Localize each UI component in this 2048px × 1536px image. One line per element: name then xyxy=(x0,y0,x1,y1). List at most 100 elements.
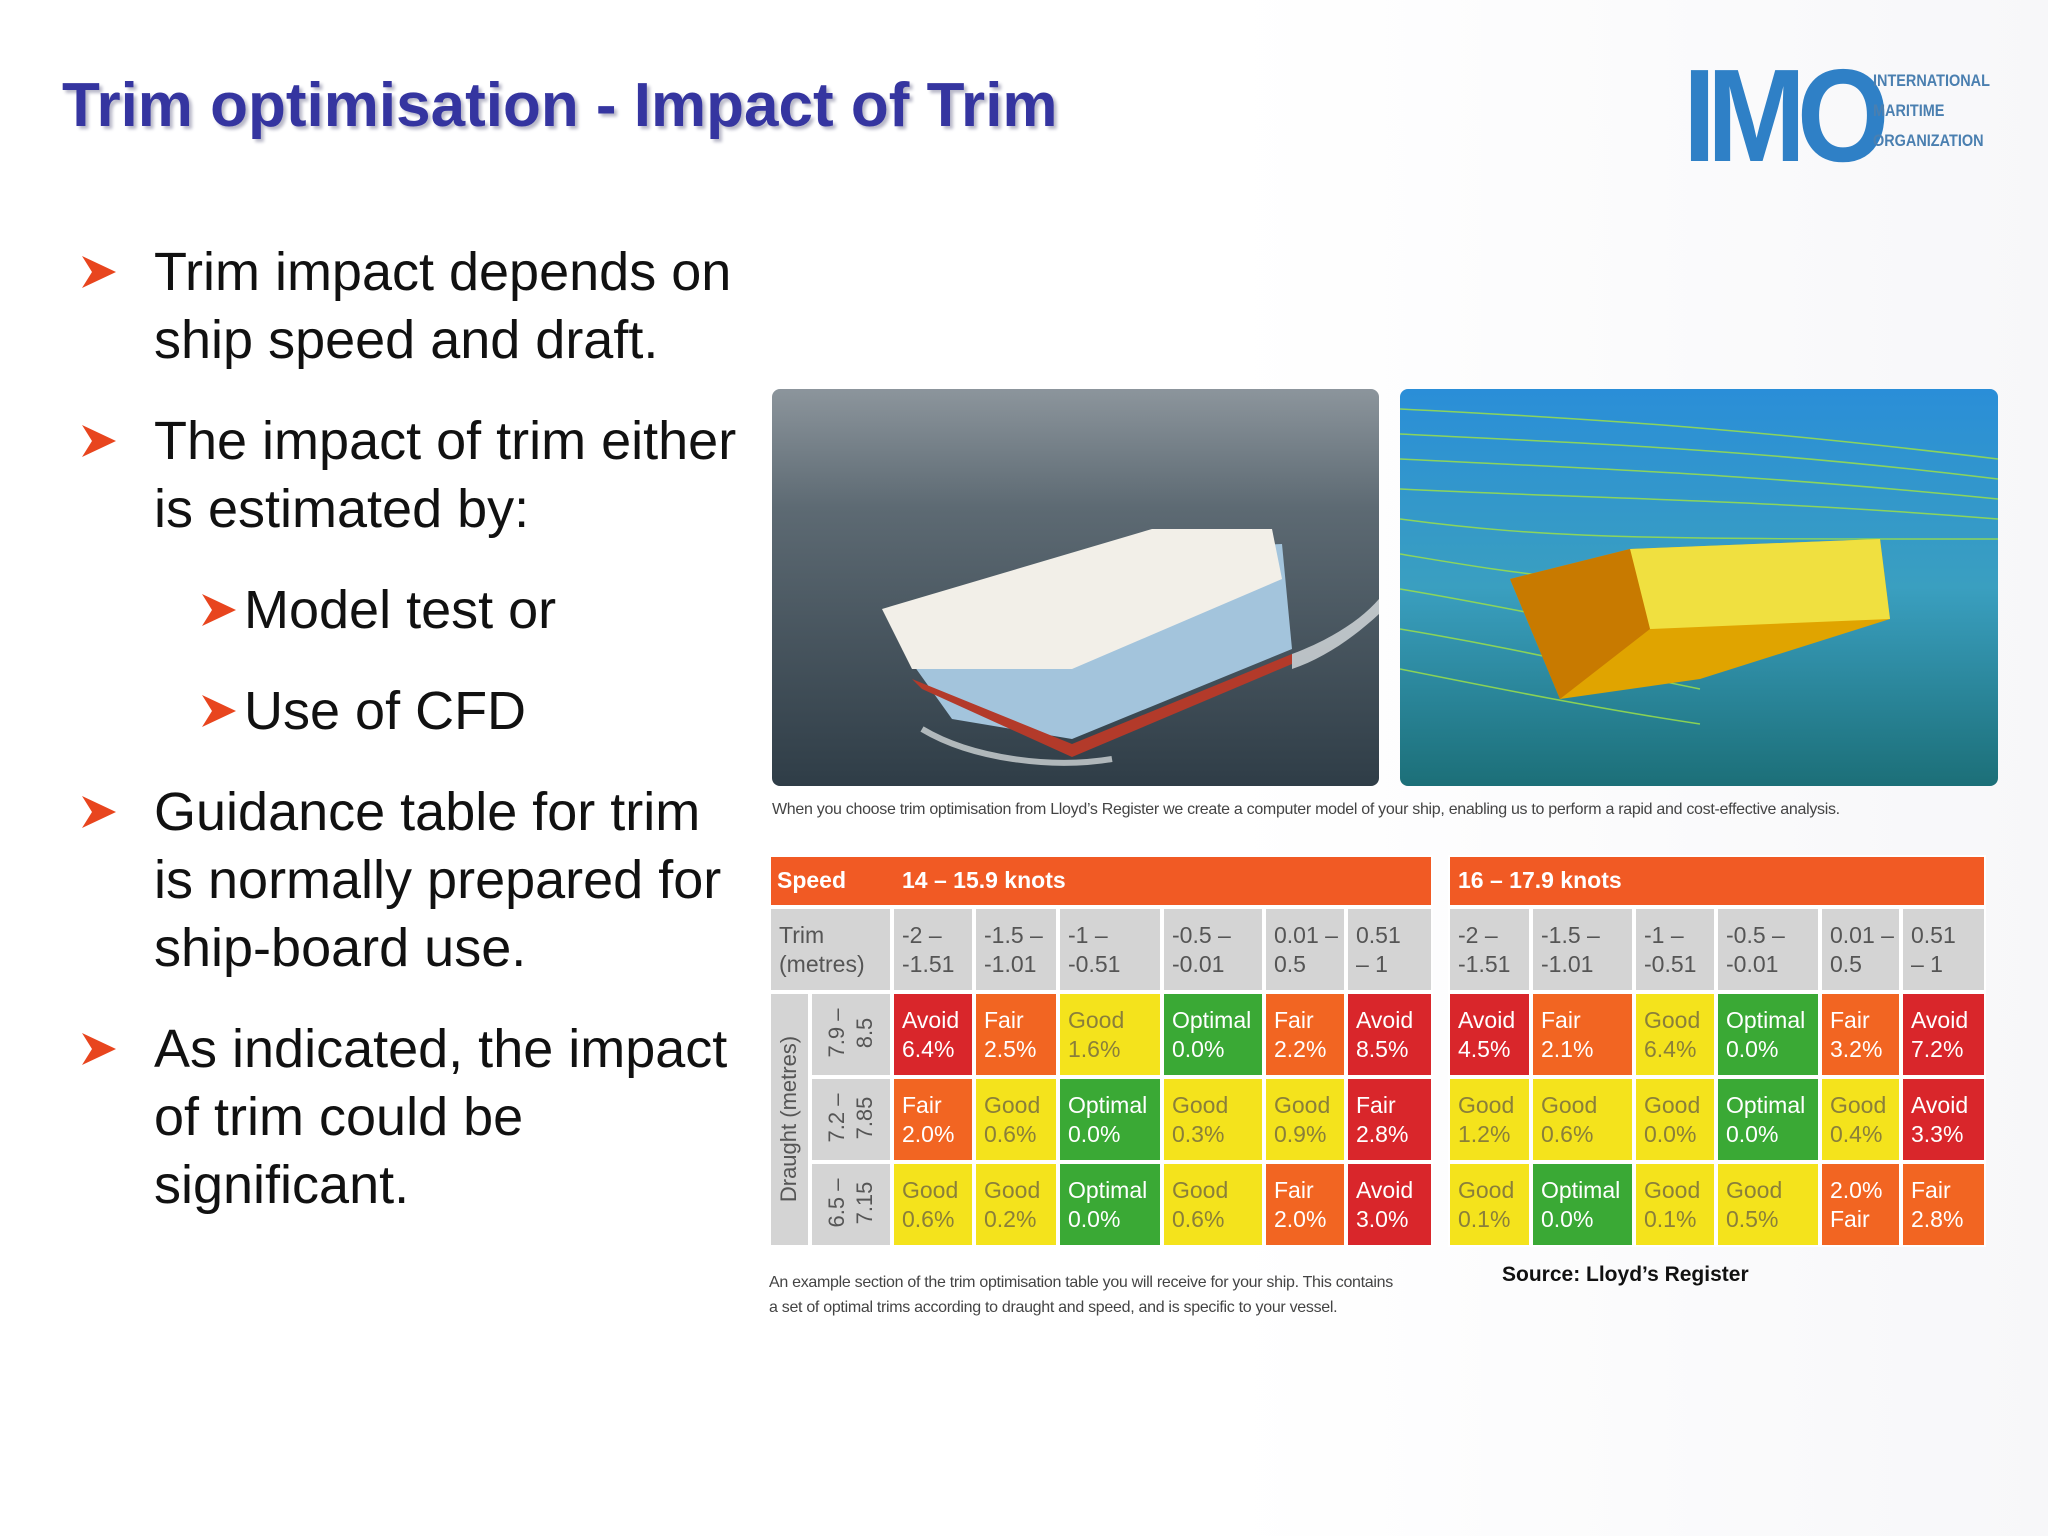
rating-text: 8.5% xyxy=(1356,1036,1409,1062)
trim-range: – 1 xyxy=(1356,951,1388,977)
rating-text: Good xyxy=(1172,1177,1229,1203)
rating-text: Avoid xyxy=(1911,1007,1969,1033)
rating-text: 2.0% xyxy=(1274,1206,1327,1232)
rating-text: 2.0% xyxy=(902,1121,955,1147)
rating-cell: Avoid 3.0% xyxy=(1346,1162,1433,1247)
rating-text: 0.0% xyxy=(1541,1206,1594,1232)
rating-cell: Good 0.6% xyxy=(974,1077,1058,1162)
rating-text: Good xyxy=(902,1177,959,1203)
trim-cell: -2 – -1.51 xyxy=(1448,907,1531,992)
trim-range: 0.01 – xyxy=(1830,922,1894,948)
rating-text: Good xyxy=(984,1092,1041,1118)
bullet: Guidance table for trim is normally prep… xyxy=(82,778,744,982)
rating-text: 0.6% xyxy=(984,1121,1037,1147)
trim-range: 0.5 xyxy=(1274,951,1306,977)
rating-text: 3.3% xyxy=(1911,1121,1964,1147)
trim-range: -0.51 xyxy=(1644,951,1697,977)
rating-text: 2.5% xyxy=(984,1036,1037,1062)
trim-cell: -0.5 – -0.01 xyxy=(1716,907,1820,992)
cfd-image xyxy=(1400,389,1998,786)
trim-label: Trim xyxy=(779,922,825,948)
trim-range: -1.5 – xyxy=(1541,922,1600,948)
rating-text: Fair xyxy=(1356,1092,1396,1118)
trim-range: -1.01 xyxy=(1541,951,1594,977)
trim-range: -1.5 – xyxy=(984,922,1043,948)
logo-letters: IMO xyxy=(1683,42,1889,189)
draught-value: 7.15 xyxy=(852,1181,877,1224)
rating-text: 0.6% xyxy=(1541,1121,1594,1147)
rating-cell: Good 0.9% xyxy=(1264,1077,1346,1162)
rating-text: Avoid xyxy=(1911,1092,1969,1118)
bullet-arrow xyxy=(82,1033,116,1065)
rating-text: 0.1% xyxy=(1644,1206,1697,1232)
rating-cell: Fair 2.1% xyxy=(1531,992,1634,1077)
trim-cell: 0.01 – 0.5 xyxy=(1820,907,1901,992)
trim-range: -0.01 xyxy=(1726,951,1779,977)
trim-cell: -0.5 – -0.01 xyxy=(1162,907,1264,992)
rating-cell: Good 0.4% xyxy=(1820,1077,1901,1162)
rating-text: 2.8% xyxy=(1911,1206,1964,1232)
logo-line: MARITIME xyxy=(1873,101,1945,120)
rating-cell: Avoid 3.3% xyxy=(1901,1077,1986,1162)
caption-line: a set of optimal trims according to drau… xyxy=(769,1299,1338,1316)
rating-cell: Good 0.5% xyxy=(1716,1162,1820,1247)
rating-cell: Optimal 0.0% xyxy=(1058,1162,1162,1247)
trim-range: -0.01 xyxy=(1172,951,1225,977)
bullet-arrow xyxy=(202,594,236,626)
rating-text: 0.6% xyxy=(1172,1206,1225,1232)
rating-cell: Good 0.1% xyxy=(1634,1162,1716,1247)
bullet-text: As indicated, the impact of trim could b… xyxy=(154,1019,728,1215)
rating-text: 7.2% xyxy=(1911,1036,1964,1062)
rating-cell: Avoid 7.2% xyxy=(1901,992,1986,1077)
rating-text: Fair xyxy=(1541,1007,1581,1033)
sub-bullet: Use of CFD xyxy=(154,677,744,745)
sub-bullet-text: Use of CFD xyxy=(244,681,527,741)
rating-text: 0.2% xyxy=(984,1206,1037,1232)
rating-text: 0.0% xyxy=(1172,1036,1225,1062)
rating-cell: Fair 2.0% xyxy=(892,1077,974,1162)
trim-range: -0.51 xyxy=(1068,951,1121,977)
rating-text: 1.2% xyxy=(1458,1121,1511,1147)
rating-text: Fair xyxy=(1274,1177,1314,1203)
bullet-arrow xyxy=(82,256,116,288)
rating-text: Good xyxy=(1458,1177,1515,1203)
trim-range: – 1 xyxy=(1911,951,1943,977)
figure-caption: When you choose trim optimisation from L… xyxy=(772,801,1840,818)
rating-text: Fair xyxy=(984,1007,1024,1033)
rating-cell: Fair 2.2% xyxy=(1264,992,1346,1077)
rating-cell: Avoid 4.5% xyxy=(1448,992,1531,1077)
logo: IMO INTERNATIONAL MARITIME ORGANIZATION xyxy=(1683,42,1993,189)
rating-text: Fair xyxy=(1830,1206,1870,1232)
rating-cell: Avoid 8.5% xyxy=(1346,992,1433,1077)
rating-cell: Fair 2.5% xyxy=(974,992,1058,1077)
rating-text: Optimal xyxy=(1726,1007,1806,1033)
rating-text: Good xyxy=(1644,1007,1701,1033)
speed-header xyxy=(769,855,1433,907)
rating-text: Optimal xyxy=(1068,1092,1148,1118)
speed-value: 16 – 17.9 knots xyxy=(1458,867,1622,893)
rating-text: Good xyxy=(1068,1007,1125,1033)
bullet: Trim impact depends on ship speed and dr… xyxy=(82,238,744,374)
rating-text: Optimal xyxy=(1068,1177,1148,1203)
rating-cell: Fair 2.8% xyxy=(1901,1162,1986,1247)
rating-text: Good xyxy=(1458,1092,1515,1118)
trim-range: 0.01 – xyxy=(1274,922,1338,948)
rating-cell: Good 0.2% xyxy=(974,1162,1058,1247)
rating-cell: Good 0.1% xyxy=(1448,1162,1531,1247)
trim-cell: -1 – -0.51 xyxy=(1058,907,1162,992)
rating-cell: Optimal 0.0% xyxy=(1162,992,1264,1077)
draught-cell xyxy=(810,1077,892,1162)
rating-text: Optimal xyxy=(1541,1177,1621,1203)
draught-range: 6.5 –7.15 xyxy=(823,1161,879,1245)
rating-cell: Good 1.2% xyxy=(1448,1077,1531,1162)
rating-text: Fair xyxy=(1274,1007,1314,1033)
bullet: The impact of trim either is estimated b… xyxy=(82,407,744,543)
rating-text: Good xyxy=(1274,1092,1331,1118)
rating-cell: Fair 3.2% xyxy=(1820,992,1901,1077)
draught-range: 7.2 –7.85 xyxy=(823,1076,879,1160)
rating-text: 0.0% xyxy=(1068,1121,1121,1147)
logo-text: INTERNATIONAL MARITIME ORGANIZATION xyxy=(1873,66,1990,156)
bullet-text: Trim impact depends on ship speed and dr… xyxy=(154,242,732,370)
source: Source: Lloyd’s Register xyxy=(1502,1263,1749,1286)
